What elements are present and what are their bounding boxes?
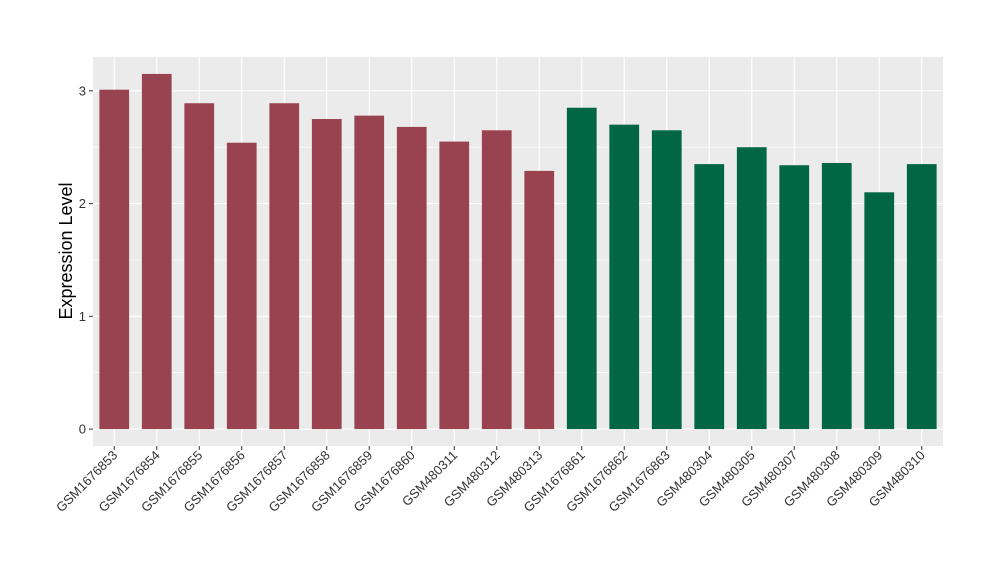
bar-GSM1676858	[311, 119, 342, 430]
bar-GSM1676856	[226, 142, 257, 430]
y-tick-label: 3	[79, 83, 86, 98]
bar-GSM1676859	[354, 115, 385, 430]
bar-GSM480307	[779, 165, 810, 430]
x-axis: GSM1676853GSM1676854GSM1676855GSM1676856…	[53, 446, 928, 515]
bar-GSM480312	[481, 130, 512, 430]
bar-GSM480304	[694, 164, 725, 430]
bar-GSM1676853	[99, 89, 130, 430]
bar-GSM1676857	[269, 103, 300, 430]
bar-GSM1676862	[609, 124, 640, 430]
bar-GSM480313	[524, 170, 555, 430]
bar-GSM1676863	[651, 130, 682, 430]
bar-GSM1676855	[184, 103, 215, 430]
bar-GSM480305	[736, 147, 767, 430]
bars	[99, 73, 937, 430]
bar-GSM1676854	[141, 73, 172, 430]
y-axis: 0 1 2 3	[79, 83, 93, 437]
y-tick-label: 0	[79, 422, 86, 437]
bar-GSM1676860	[396, 126, 427, 430]
bar-GSM1676861	[566, 107, 597, 430]
y-tick-label: 1	[79, 309, 86, 324]
plot-panel	[93, 57, 943, 446]
bar-GSM480309	[864, 192, 895, 430]
bar-GSM480311	[439, 141, 470, 430]
bar-GSM480308	[821, 162, 852, 430]
bar-GSM480310	[906, 164, 937, 430]
y-tick-label: 2	[79, 196, 86, 211]
y-axis-title: Expression Level	[56, 182, 76, 319]
